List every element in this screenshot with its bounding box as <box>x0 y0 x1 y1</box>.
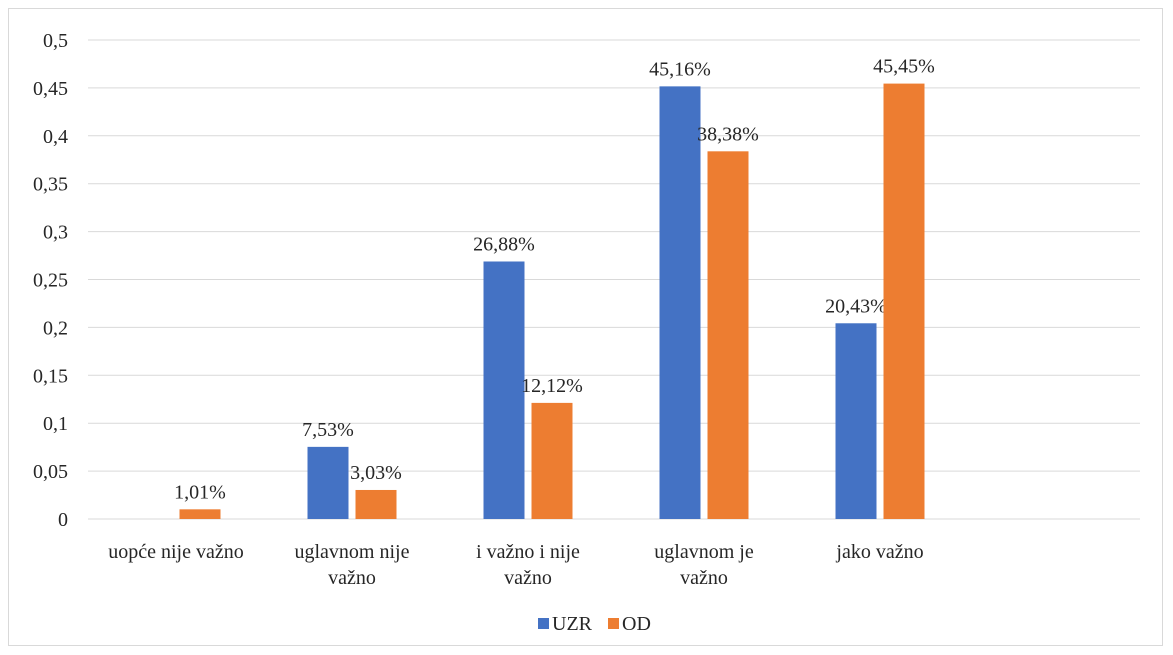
data-label: 7,53% <box>302 419 354 441</box>
bar-uzr <box>835 323 877 519</box>
legend-swatch-od <box>608 618 619 629</box>
y-tick-label: 0,1 <box>43 413 68 435</box>
category-label: važno <box>328 567 376 589</box>
data-label: 38,38% <box>697 123 759 145</box>
category-label: i važno i nije <box>476 541 580 563</box>
data-label: 12,12% <box>521 375 583 397</box>
legend-label: OD <box>622 613 651 635</box>
y-tick-label: 0,5 <box>43 30 68 52</box>
y-tick-label: 0,45 <box>33 78 68 100</box>
data-label: 45,45% <box>873 56 935 78</box>
category-label: uopće nije važno <box>108 541 244 563</box>
bar-uzr <box>659 86 701 520</box>
y-tick-label: 0,15 <box>33 365 68 387</box>
bar-od <box>355 489 397 519</box>
y-tick-label: 0,4 <box>43 126 68 148</box>
y-tick-label: 0,3 <box>43 222 68 244</box>
category-label: važno <box>504 567 552 589</box>
bar-uzr <box>483 261 525 519</box>
legend-swatch-uzr <box>538 618 549 629</box>
bar-od <box>179 509 221 519</box>
category-label: uglavnom nije <box>295 541 410 563</box>
category-label: uglavnom je <box>654 541 754 563</box>
y-tick-label: 0,05 <box>33 461 68 483</box>
data-label: 20,43% <box>825 295 887 317</box>
data-label: 26,88% <box>473 233 535 255</box>
data-label: 1,01% <box>174 481 226 503</box>
data-label: 3,03% <box>350 462 402 484</box>
y-tick-label: 0,25 <box>33 270 68 292</box>
data-label: 45,16% <box>649 58 711 80</box>
bar-od <box>531 402 573 519</box>
y-tick-label: 0,35 <box>33 174 68 196</box>
category-label: važno <box>680 567 728 589</box>
y-tick-label: 0 <box>58 509 68 531</box>
legend-label: UZR <box>552 613 593 635</box>
category-label: jako važno <box>835 541 923 563</box>
y-tick-label: 0,2 <box>43 317 68 339</box>
bar-od <box>707 151 749 520</box>
bar-uzr <box>307 446 349 519</box>
bar-od <box>883 83 925 520</box>
